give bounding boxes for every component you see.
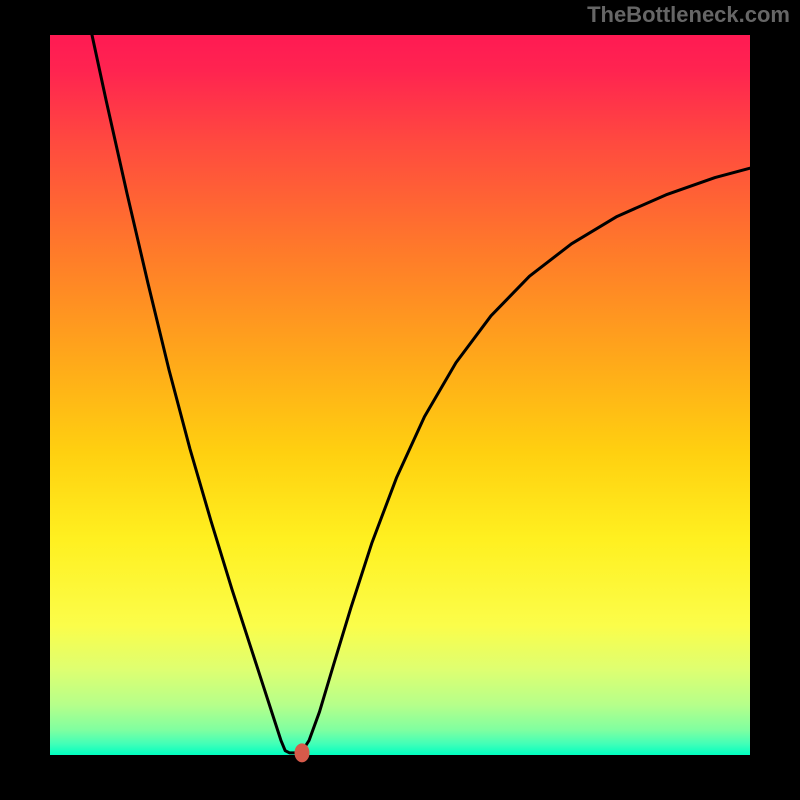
optimal-point-marker xyxy=(295,744,309,762)
attribution-text: TheBottleneck.com xyxy=(587,2,790,28)
bottleneck-chart xyxy=(0,0,800,800)
plot-gradient-bg xyxy=(50,35,750,755)
chart-container: TheBottleneck.com xyxy=(0,0,800,800)
